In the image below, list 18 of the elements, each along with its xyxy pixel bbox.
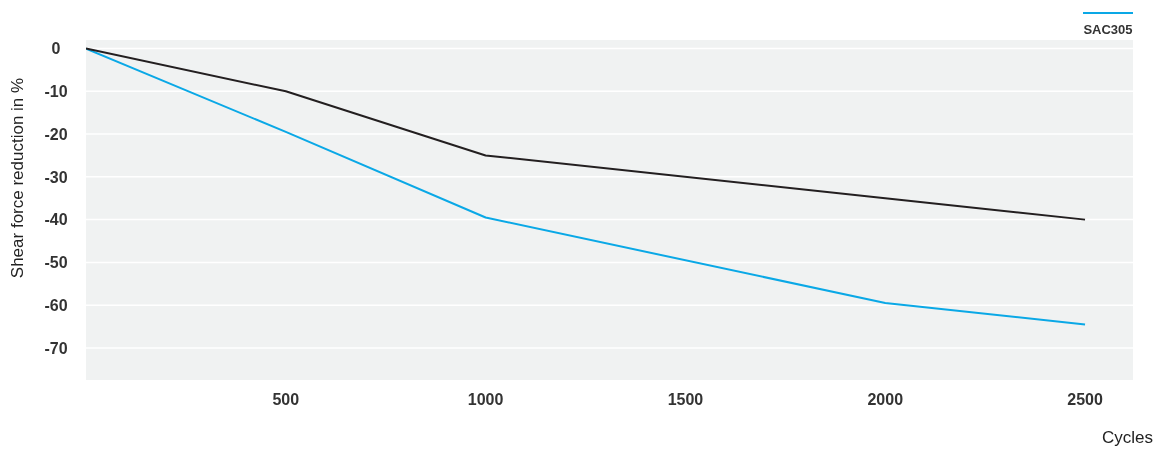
y-tick-label: -70 [44,339,68,357]
y-axis-title: Shear force reduction in % [8,77,28,279]
x-tick-label: 2000 [867,391,904,409]
y-tick-label: -10 [44,83,68,100]
line-series [86,47,1087,326]
x-tick-label: 1000 [467,391,504,409]
y-tick-label: -50 [44,254,68,272]
line-series [86,47,1087,221]
x-tick-label: 500 [272,391,300,409]
y-tick-label: 0 [51,40,61,58]
x-tick-label: 1500 [667,391,704,409]
y-tick-label: -40 [44,211,68,229]
y-tick-label: -20 [44,125,68,143]
x-axis-title: Cycles [1101,428,1153,448]
y-tick-label: -60 [44,296,68,314]
legend-label: SAC305 [1083,22,1133,37]
x-tick-label: 2500 [1067,391,1103,409]
y-tick-label: -30 [44,168,68,186]
